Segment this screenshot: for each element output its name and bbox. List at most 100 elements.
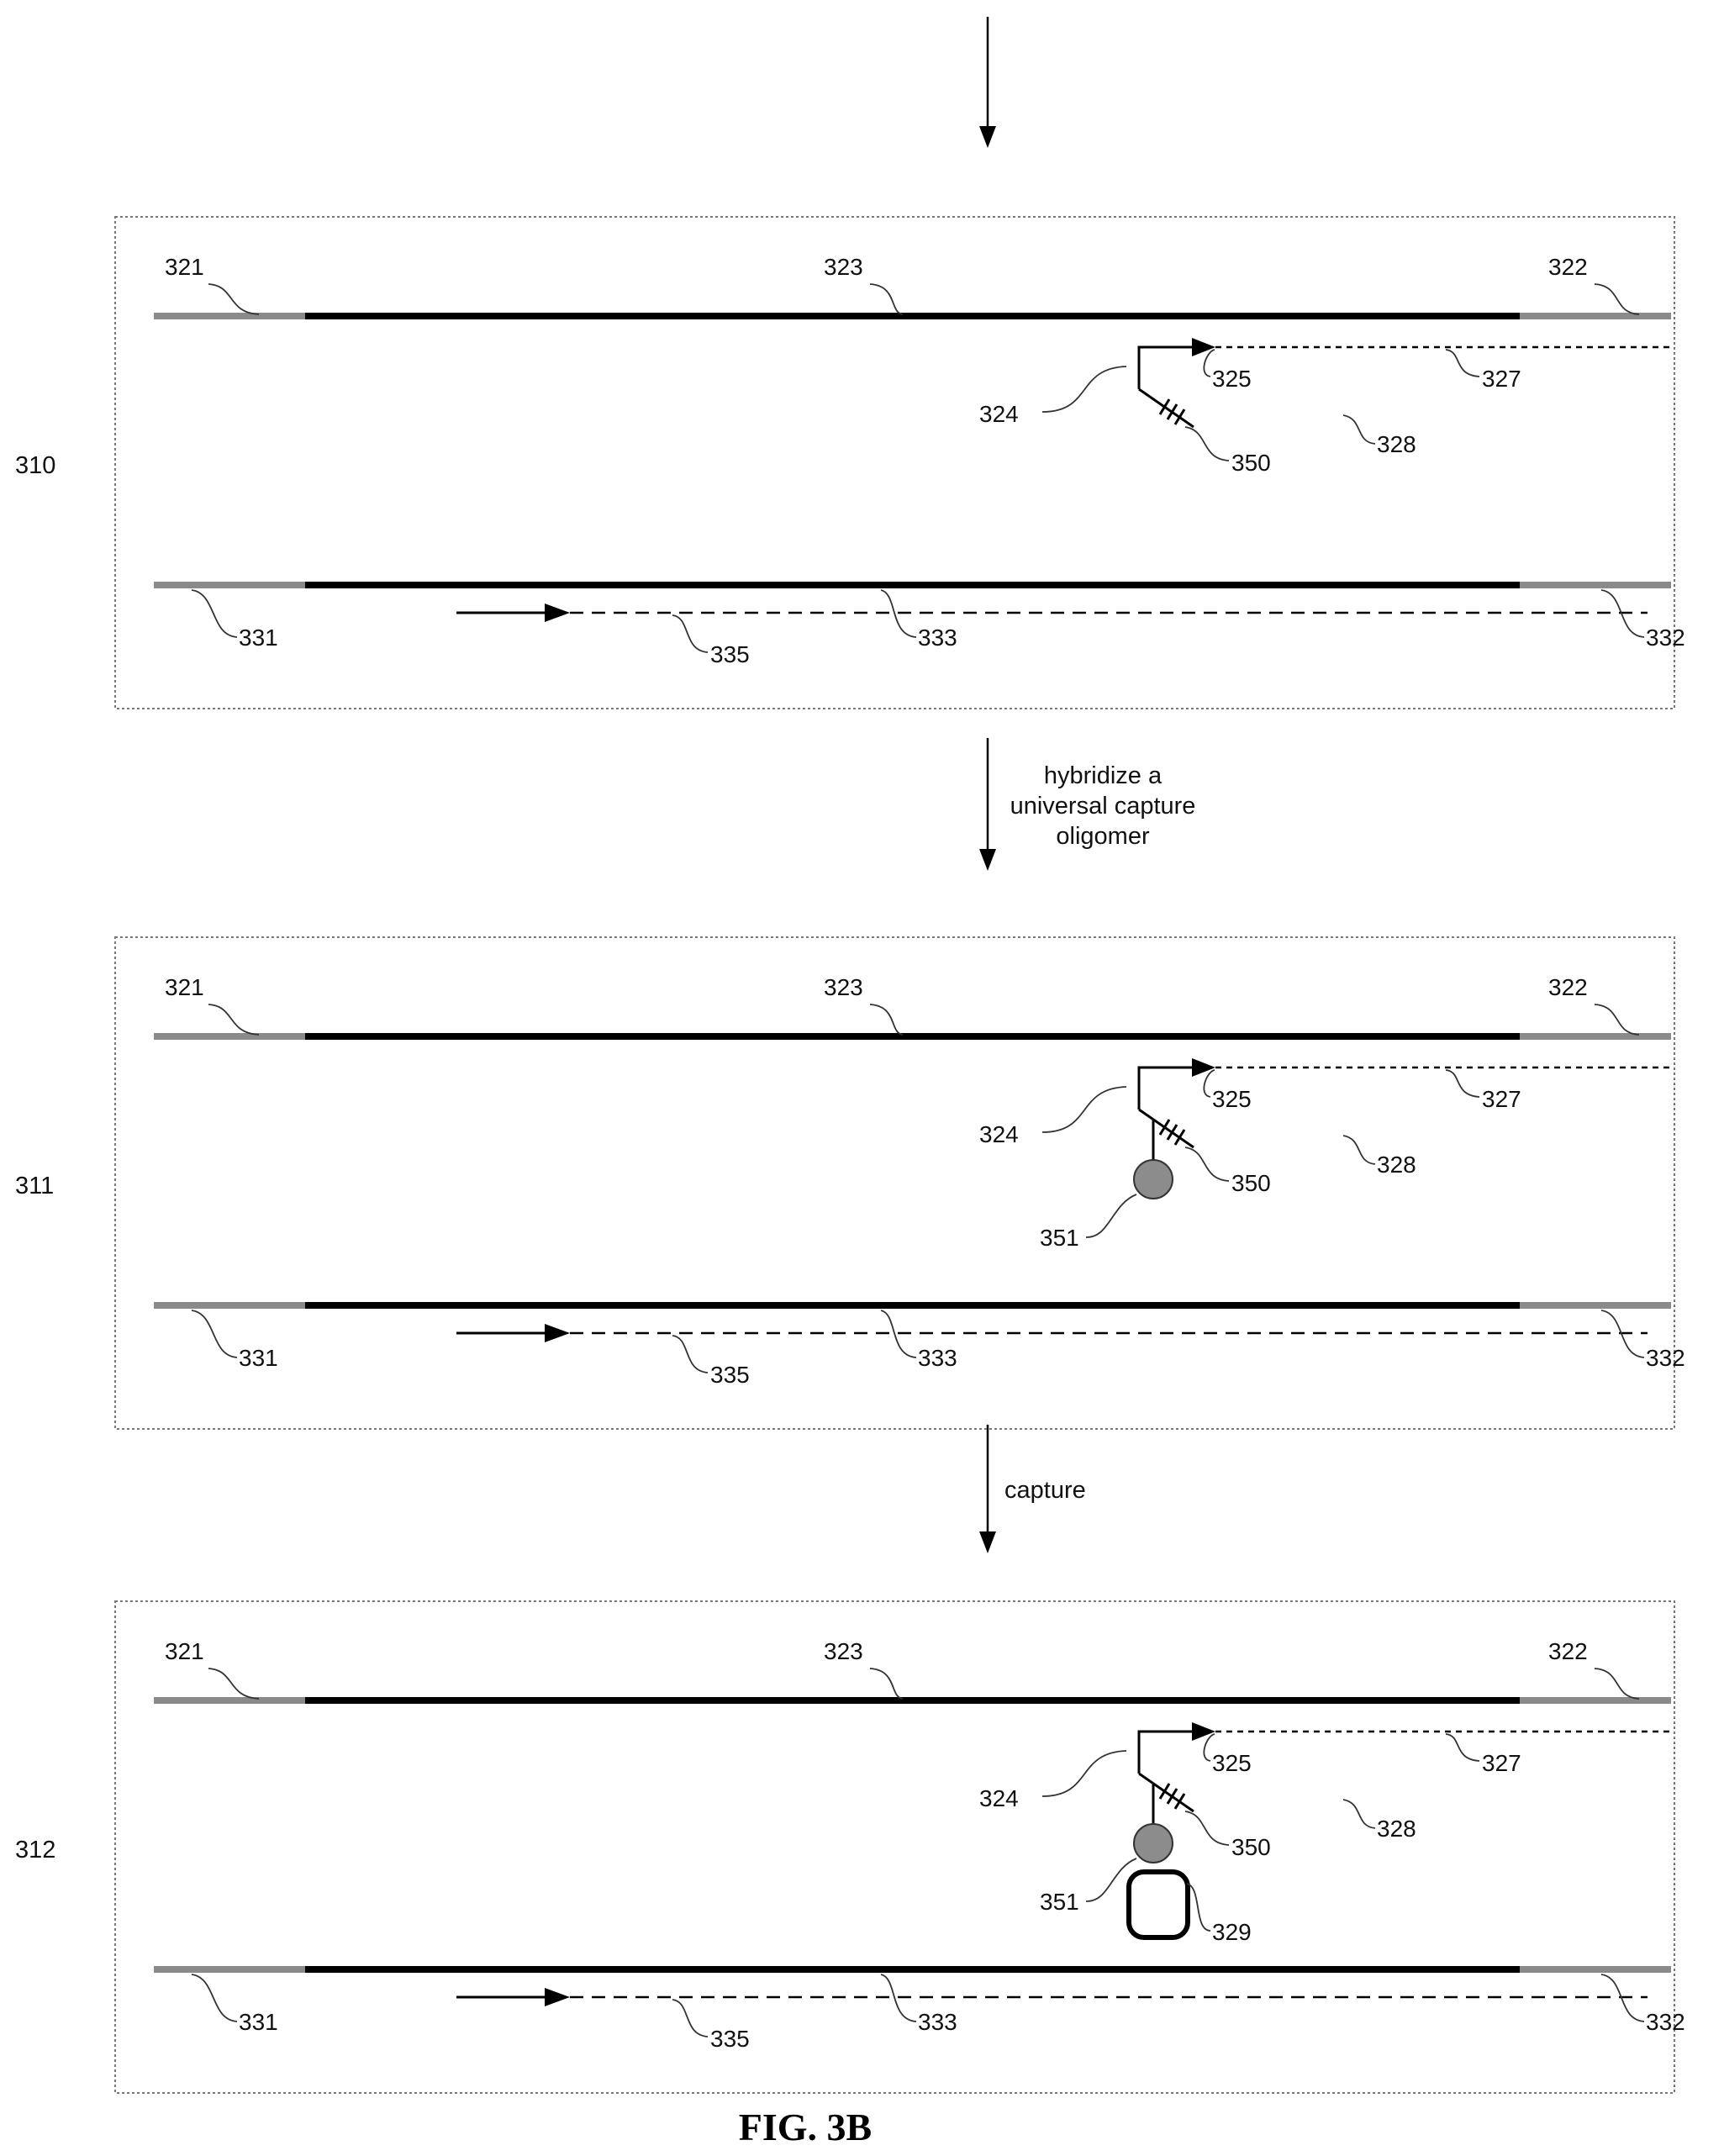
panel-number: 311 <box>15 1173 54 1199</box>
transition-hybridize-label-line3: oligomer <box>1056 823 1150 850</box>
panel-310: 310 321 323 322 325 327 324 350 328 331 333 332 335 <box>15 216 1685 709</box>
primer-tag-arm <box>1138 387 1194 429</box>
label-primer-3prime: 325 <box>1212 1750 1252 1776</box>
leader-bottom-left-end <box>191 589 238 638</box>
bottom-primer-arrowhead <box>545 604 570 622</box>
leader-bottom-extension <box>672 614 709 653</box>
label-top-middle: 323 <box>824 1638 863 1664</box>
leader-primer <box>1041 1750 1127 1797</box>
panel-312: 312 321 323 322 325 327 324 350 328 351 329 331 333 3… <box>15 1600 1685 2094</box>
label-bottom-middle: 333 <box>918 625 957 651</box>
transition-hybridize: hybridize a universal capture oligomer <box>979 738 1195 871</box>
label-primer-3prime: 325 <box>1212 1086 1252 1112</box>
primer-arrowhead <box>1192 1722 1215 1741</box>
label-capture-oligomer: 351 <box>1040 1889 1079 1915</box>
leader-capture-support <box>1186 1883 1211 1932</box>
panel-number: 312 <box>15 1837 55 1863</box>
transition-hybridize-label-line1: hybridize a <box>1044 762 1163 789</box>
leader-top-left-end <box>208 283 260 315</box>
tag-hatch-mark <box>1173 1793 1186 1810</box>
label-top-right-end: 322 <box>1548 974 1588 1000</box>
label-tag: 350 <box>1231 1170 1271 1196</box>
primer-stem <box>1137 1730 1192 1774</box>
leader-bottom-middle <box>880 589 917 638</box>
leader-primer <box>1041 366 1127 413</box>
label-tag: 350 <box>1231 1834 1271 1860</box>
label-bottom-middle: 333 <box>918 2009 957 2035</box>
leader-bottom-right-end <box>1600 1310 1645 1358</box>
label-bottom-extension: 335 <box>710 2026 750 2052</box>
label-bottom-middle: 333 <box>918 1345 957 1371</box>
label-top-left-end: 321 <box>165 1638 204 1664</box>
label-bottom-left-end: 331 <box>239 625 278 651</box>
label-amplicon: 328 <box>1377 431 1416 457</box>
label-extension-top: 327 <box>1482 1750 1521 1776</box>
leader-tag <box>1184 1811 1230 1846</box>
leader-top-middle <box>869 1004 904 1036</box>
primer-tag-arm <box>1138 1772 1194 1813</box>
label-bottom-right-end: 332 <box>1646 1345 1685 1371</box>
label-extension-top: 327 <box>1482 1086 1521 1112</box>
tag-hatch-mark <box>1173 1129 1186 1146</box>
transition-hybridize-label-line2: universal capture <box>1010 793 1196 820</box>
leader-bottom-extension <box>672 1335 709 1373</box>
label-bottom-left-end: 331 <box>239 2009 278 2035</box>
leader-bottom-middle <box>880 1974 917 2022</box>
label-extension-top: 327 <box>1482 366 1521 392</box>
panel-311: 311 321 323 322 325 327 324 350 328 351 331 333 332 3… <box>15 936 1685 1430</box>
capture-oligomer-bead <box>1133 1159 1173 1199</box>
panel-border <box>114 936 1675 1430</box>
capture-support <box>1126 1869 1190 1940</box>
leader-bottom-right-end <box>1600 589 1645 638</box>
panel-border <box>114 216 1675 709</box>
leader-capture-oligomer <box>1085 1858 1137 1902</box>
capture-oligomer-bead <box>1133 1823 1173 1863</box>
leader-top-right-end <box>1594 1668 1640 1700</box>
tag-hatch-mark <box>1158 398 1171 415</box>
label-primer-3prime: 325 <box>1212 366 1252 392</box>
leader-bottom-right-end <box>1600 1974 1645 2022</box>
label-capture-oligomer: 351 <box>1040 1225 1079 1251</box>
leader-primer <box>1041 1086 1127 1133</box>
leader-amplicon <box>1342 1799 1376 1829</box>
tag-hatch-mark <box>1158 1783 1171 1800</box>
leader-extension-top <box>1445 349 1480 377</box>
leader-amplicon <box>1342 414 1376 445</box>
tag-hatch-mark <box>1166 403 1178 420</box>
leader-tag <box>1184 1147 1230 1182</box>
label-bottom-extension: 335 <box>710 641 750 667</box>
label-top-middle: 323 <box>824 974 863 1000</box>
label-top-right-end: 322 <box>1548 254 1588 280</box>
label-top-left-end: 321 <box>165 974 204 1000</box>
label-bottom-right-end: 332 <box>1646 625 1685 651</box>
label-bottom-left-end: 331 <box>239 1345 278 1371</box>
leader-top-middle <box>869 1668 904 1700</box>
leader-extension-top <box>1445 1069 1480 1098</box>
panel-border <box>114 1600 1675 2094</box>
primer-stem <box>1137 345 1192 389</box>
leader-top-middle <box>869 283 904 315</box>
panel-number: 310 <box>15 452 55 479</box>
leader-amplicon <box>1342 1135 1376 1165</box>
leader-top-right-end <box>1594 1004 1640 1036</box>
tag-hatch-mark <box>1166 1788 1178 1805</box>
primer-arrowhead <box>1192 338 1215 356</box>
label-primer: 324 <box>979 1785 1019 1811</box>
tag-hatch-mark <box>1166 1124 1178 1141</box>
leader-primer-3prime <box>1203 1733 1215 1762</box>
leader-top-left-end <box>208 1004 260 1036</box>
leader-primer-3prime <box>1203 349 1215 377</box>
leader-capture-oligomer <box>1085 1194 1137 1238</box>
transition-capture: capture <box>979 1425 1086 1553</box>
primer-arrowhead <box>1192 1058 1215 1077</box>
label-tag: 350 <box>1231 450 1271 476</box>
label-amplicon: 328 <box>1377 1816 1416 1842</box>
primer-stem <box>1137 1066 1192 1110</box>
leader-tag <box>1184 426 1230 461</box>
primer-tag-arm <box>1138 1108 1194 1149</box>
label-primer: 324 <box>979 1121 1019 1147</box>
figure-label: FIG. 3B <box>739 2106 872 2148</box>
leader-bottom-middle <box>880 1310 917 1358</box>
label-top-right-end: 322 <box>1548 1638 1588 1664</box>
